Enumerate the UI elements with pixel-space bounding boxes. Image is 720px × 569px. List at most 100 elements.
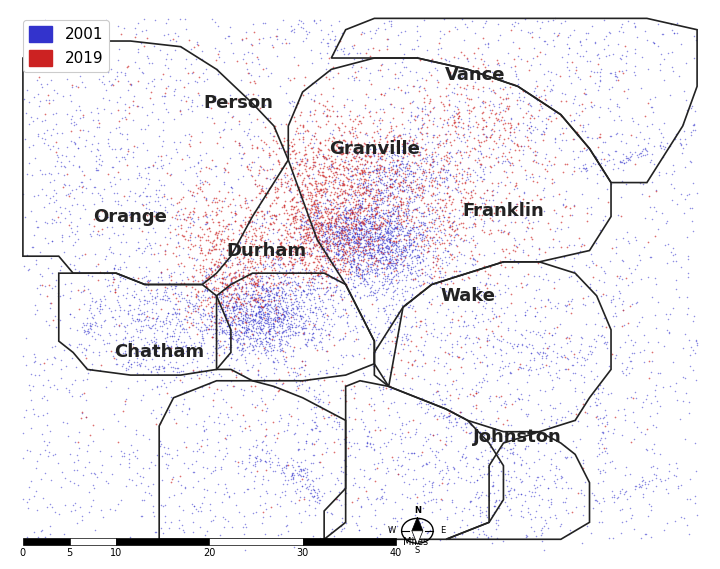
Point <box>228 315 239 324</box>
Point <box>176 406 188 415</box>
Point <box>494 289 505 298</box>
Point <box>204 293 215 302</box>
Point <box>688 119 700 129</box>
Legend: 2001, 2019: 2001, 2019 <box>23 20 109 72</box>
Point <box>314 234 325 244</box>
Point <box>449 160 461 169</box>
Point <box>599 447 611 456</box>
Bar <box>23 538 70 545</box>
Point <box>438 239 450 248</box>
Point <box>403 193 415 202</box>
Point <box>348 207 359 216</box>
Point <box>253 306 265 315</box>
Point <box>147 502 158 511</box>
Point <box>167 326 179 335</box>
Point <box>433 480 445 489</box>
Point <box>337 311 348 320</box>
Point <box>211 384 222 393</box>
Point <box>159 61 171 70</box>
Point <box>434 343 446 352</box>
Point <box>436 205 447 215</box>
Point <box>338 176 349 185</box>
Point <box>312 148 324 157</box>
Point <box>435 494 446 503</box>
Point <box>150 215 162 224</box>
Point <box>195 369 207 378</box>
Point <box>431 139 442 149</box>
Point <box>252 208 264 217</box>
Point <box>122 358 134 367</box>
Point <box>667 160 678 169</box>
Point <box>407 172 418 181</box>
Point <box>213 426 225 435</box>
Point <box>301 340 312 349</box>
Point <box>438 273 449 282</box>
Point <box>325 221 336 230</box>
Point <box>369 234 381 243</box>
Point <box>525 492 536 501</box>
Point <box>400 211 411 220</box>
Point <box>178 337 189 347</box>
Point <box>309 229 320 238</box>
Point <box>388 149 400 158</box>
Point <box>244 310 256 319</box>
Point <box>281 511 292 520</box>
Point <box>37 134 48 143</box>
Point <box>596 517 608 526</box>
Point <box>358 166 369 175</box>
Point <box>424 160 436 169</box>
Point <box>264 220 275 229</box>
Point <box>240 423 251 432</box>
Point <box>428 262 439 271</box>
Point <box>419 220 431 229</box>
Point <box>368 248 379 257</box>
Point <box>298 445 310 454</box>
Point <box>449 102 461 111</box>
Point <box>151 285 163 294</box>
Point <box>348 251 359 260</box>
Point <box>439 280 451 289</box>
Point <box>56 129 68 138</box>
Point <box>359 179 371 188</box>
Point <box>55 31 66 40</box>
Point <box>302 278 313 287</box>
Point <box>348 211 360 220</box>
Point <box>318 236 330 245</box>
Point <box>332 408 343 417</box>
Point <box>414 504 426 513</box>
Point <box>257 187 269 196</box>
Point <box>450 503 462 512</box>
Point <box>212 257 224 266</box>
Point <box>315 220 327 229</box>
Point <box>392 226 404 236</box>
Point <box>156 376 167 385</box>
Point <box>424 97 436 106</box>
Point <box>455 47 467 56</box>
Point <box>328 195 339 204</box>
Point <box>374 255 386 265</box>
Point <box>346 245 357 254</box>
Point <box>300 218 312 227</box>
Point <box>629 387 641 397</box>
Point <box>261 259 273 269</box>
Point <box>383 234 395 244</box>
Point <box>338 258 349 267</box>
Point <box>166 310 178 319</box>
Point <box>269 431 280 440</box>
Point <box>618 69 629 78</box>
Point <box>287 473 298 483</box>
Point <box>512 490 523 499</box>
Point <box>323 279 334 288</box>
Point <box>171 208 183 217</box>
Point <box>405 331 416 340</box>
Point <box>369 228 381 237</box>
Point <box>284 265 296 274</box>
Point <box>534 348 546 357</box>
Point <box>256 325 267 335</box>
Point <box>458 318 469 327</box>
Point <box>349 221 361 230</box>
Point <box>362 191 374 200</box>
Point <box>371 523 382 533</box>
Point <box>265 262 276 271</box>
Point <box>248 295 259 304</box>
